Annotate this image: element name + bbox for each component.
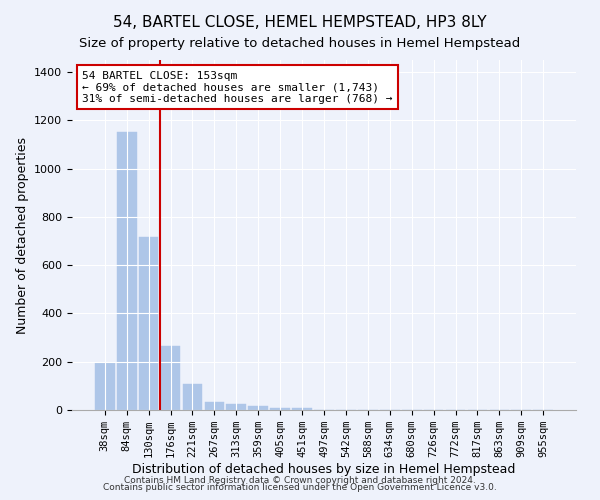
Bar <box>248 406 268 410</box>
Bar <box>117 132 137 410</box>
Bar <box>226 404 246 410</box>
Text: Contains HM Land Registry data © Crown copyright and database right 2024.: Contains HM Land Registry data © Crown c… <box>124 476 476 485</box>
X-axis label: Distribution of detached houses by size in Hemel Hempstead: Distribution of detached houses by size … <box>133 463 515 476</box>
Bar <box>95 364 115 410</box>
Bar <box>161 346 181 410</box>
Text: 54 BARTEL CLOSE: 153sqm
← 69% of detached houses are smaller (1,743)
31% of semi: 54 BARTEL CLOSE: 153sqm ← 69% of detache… <box>82 70 392 104</box>
Bar <box>182 384 202 410</box>
Text: 54, BARTEL CLOSE, HEMEL HEMPSTEAD, HP3 8LY: 54, BARTEL CLOSE, HEMEL HEMPSTEAD, HP3 8… <box>113 15 487 30</box>
Text: Contains public sector information licensed under the Open Government Licence v3: Contains public sector information licen… <box>103 484 497 492</box>
Bar <box>139 236 158 410</box>
Bar <box>292 408 312 410</box>
Text: Size of property relative to detached houses in Hemel Hempstead: Size of property relative to detached ho… <box>79 38 521 51</box>
Y-axis label: Number of detached properties: Number of detached properties <box>16 136 29 334</box>
Bar <box>205 402 224 410</box>
Bar <box>270 408 290 410</box>
